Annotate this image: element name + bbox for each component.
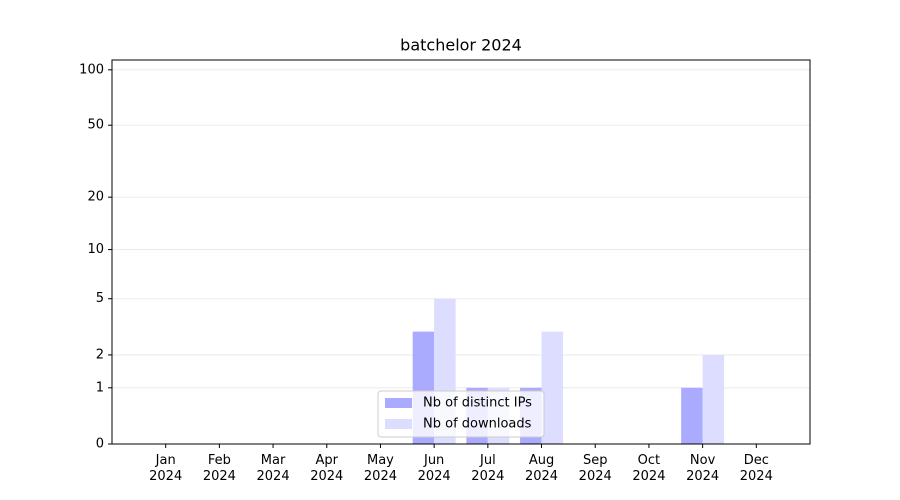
legend-swatch [385, 398, 412, 408]
y-tick-label: 100 [79, 62, 104, 77]
x-tick-label: May 2024 [363, 453, 397, 484]
bar [681, 387, 703, 444]
legend-label: Nb of distinct IPs [423, 396, 532, 411]
chart-title: batchelor 2024 [400, 36, 522, 55]
x-tick-label: Jul 2024 [471, 453, 505, 484]
bar [541, 331, 564, 444]
legend: Nb of distinct IPs Nb of downloads [377, 390, 545, 438]
bar [702, 354, 725, 444]
y-tick-label: 10 [87, 242, 104, 257]
y-tick-label: 0 [96, 437, 104, 452]
plot-frame [111, 59, 811, 445]
legend-swatch [385, 419, 412, 429]
y-tick-label: 2 [96, 347, 104, 362]
y-tick-label: 1 [96, 380, 104, 395]
x-tick-label: Mar 2024 [256, 453, 290, 484]
x-tick-label: Aug 2024 [524, 453, 559, 484]
x-tick-label: Nov 2024 [686, 453, 720, 484]
x-tick-label: Apr 2024 [310, 453, 344, 484]
x-tick-label: Sep 2024 [578, 453, 612, 484]
x-tick-label: Dec 2024 [739, 453, 773, 484]
y-tick-label: 20 [87, 190, 104, 205]
x-tick-label: Jun 2024 [417, 453, 451, 484]
legend-label: Nb of downloads [423, 417, 532, 432]
legend-box [377, 390, 545, 438]
x-tick-label: Jan 2024 [149, 453, 183, 484]
x-tick-label: Feb 2024 [202, 453, 236, 484]
x-tick-label: Oct 2024 [632, 453, 666, 484]
y-tick-label: 50 [87, 118, 104, 133]
y-tick-label: 5 [96, 291, 104, 306]
